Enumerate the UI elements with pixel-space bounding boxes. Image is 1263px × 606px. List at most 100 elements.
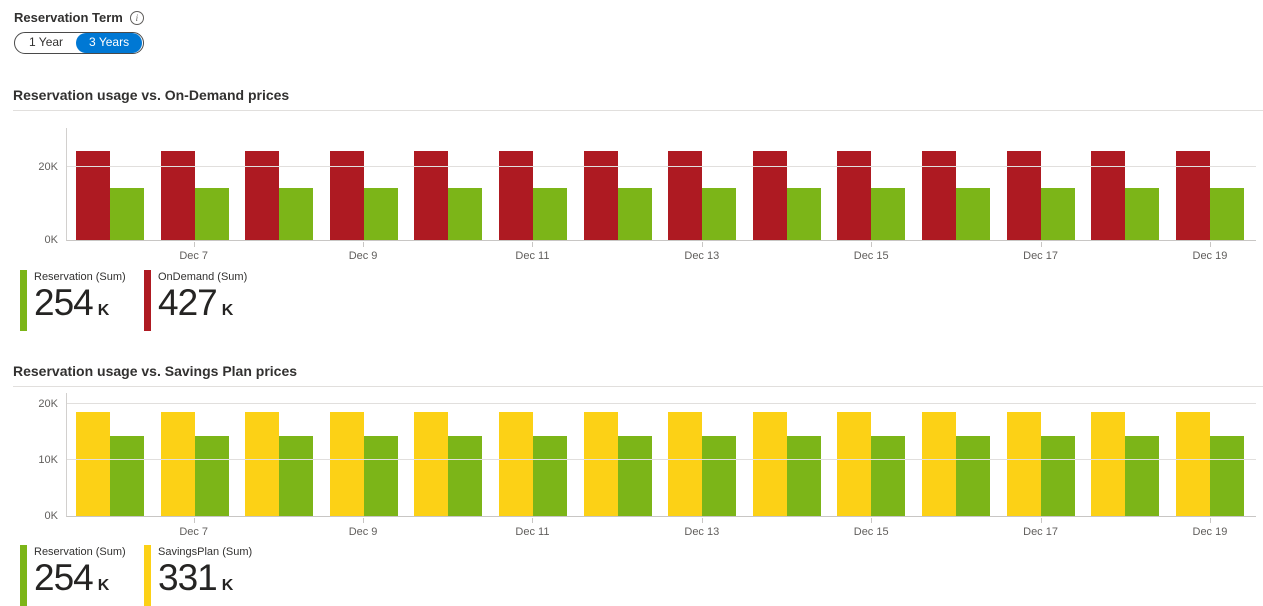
bar-group: [499, 128, 568, 240]
bar-reservation[interactable]: [1040, 436, 1075, 516]
bar-reservation[interactable]: [956, 187, 991, 240]
legend-unit: K: [97, 577, 110, 594]
bar-group: [1006, 128, 1075, 240]
bar-ondemand[interactable]: [583, 150, 618, 240]
bar-reservation[interactable]: [110, 187, 144, 240]
x-axis-label: Dec 13: [668, 242, 736, 262]
bar-savingsplan[interactable]: [499, 412, 534, 516]
bar-group: [245, 128, 314, 240]
toggle-option-1-year[interactable]: 1 Year: [29, 35, 64, 49]
bar-reservation[interactable]: [1209, 187, 1244, 240]
bar-group: [1091, 128, 1160, 240]
bar-reservation[interactable]: [448, 187, 483, 240]
bar-group: [499, 393, 568, 516]
bar-reservation[interactable]: [702, 436, 737, 516]
bar-savingsplan[interactable]: [245, 412, 280, 516]
bar-reservation[interactable]: [279, 436, 314, 516]
legend-swatch: [144, 545, 151, 606]
x-axis-tick: [701, 518, 703, 523]
bar-reservation[interactable]: [1125, 187, 1160, 240]
bar-savingsplan[interactable]: [1006, 412, 1041, 516]
bar-savingsplan[interactable]: [837, 412, 872, 516]
bar-ondemand[interactable]: [752, 150, 787, 240]
bar-reservation[interactable]: [1040, 187, 1075, 240]
bar-reservation[interactable]: [871, 187, 906, 240]
bar-savingsplan[interactable]: [668, 412, 703, 516]
bar-savingsplan[interactable]: [583, 412, 618, 516]
bar-reservation[interactable]: [194, 436, 229, 516]
bar-reservation[interactable]: [956, 436, 991, 516]
bar-reservation[interactable]: [702, 187, 737, 240]
bar-savingsplan[interactable]: [1175, 412, 1210, 516]
x-axis-tick: [701, 242, 703, 247]
bar-reservation[interactable]: [363, 187, 398, 240]
legend-label: SavingsPlan (Sum): [158, 546, 253, 558]
bar-group: [329, 393, 398, 516]
bar-ondemand[interactable]: [1091, 150, 1126, 240]
x-axis-label: Dec 11: [498, 518, 566, 538]
x-axis-label: [244, 242, 312, 262]
bar-savingsplan[interactable]: [922, 412, 957, 516]
x-axis-label: [414, 518, 482, 538]
x-axis-tick: [193, 242, 195, 247]
bar-reservation[interactable]: [194, 187, 229, 240]
bar-group: [922, 128, 991, 240]
bar-group: [414, 393, 483, 516]
bar-ondemand[interactable]: [160, 150, 195, 240]
y-axis-label: 20K: [38, 160, 58, 173]
reservation-term-toggle[interactable]: 1 Year 3 Years: [14, 32, 145, 54]
bar-reservation[interactable]: [533, 187, 568, 240]
bar-ondemand[interactable]: [76, 150, 110, 240]
bar-savingsplan[interactable]: [160, 412, 195, 516]
bar-savingsplan[interactable]: [76, 412, 110, 516]
bar-reservation[interactable]: [1209, 436, 1244, 516]
bar-savingsplan[interactable]: [752, 412, 787, 516]
bar-ondemand[interactable]: [1006, 150, 1041, 240]
bar-savingsplan[interactable]: [1091, 412, 1126, 516]
x-axis-label: Dec 19: [1176, 518, 1244, 538]
bar-group: [76, 128, 144, 240]
bar-reservation[interactable]: [533, 436, 568, 516]
x-axis: Dec 7 Dec 9 Dec 11 Dec 13 Dec 15 Dec 17 Dec 19: [66, 518, 1256, 538]
bar-ondemand[interactable]: [668, 150, 703, 240]
x-axis-tick: [193, 518, 195, 523]
info-icon[interactable]: i: [129, 10, 144, 25]
x-axis-label: Dec 9: [329, 242, 397, 262]
x-axis-tick: [532, 242, 534, 247]
x-axis-label: Dec 11: [498, 242, 566, 262]
bar-savingsplan[interactable]: [414, 412, 449, 516]
toggle-option-3-years[interactable]: 3 Years: [76, 33, 143, 53]
x-axis-label: Dec 19: [1176, 242, 1244, 262]
y-axis-label: 10K: [38, 454, 58, 467]
legend-unit: K: [221, 302, 234, 319]
legend-label: Reservation (Sum): [34, 546, 126, 558]
bar-reservation[interactable]: [279, 187, 314, 240]
bar-savingsplan[interactable]: [329, 412, 364, 516]
bar-reservation[interactable]: [871, 436, 906, 516]
gridline: [67, 459, 1256, 461]
bar-ondemand[interactable]: [414, 150, 449, 240]
legend-label: OnDemand (Sum): [158, 271, 248, 283]
legend-item: SavingsPlan (Sum) 331 K: [144, 545, 268, 606]
bar-ondemand[interactable]: [837, 150, 872, 240]
x-axis-tick: [532, 518, 534, 523]
bar-ondemand[interactable]: [499, 150, 534, 240]
bar-ondemand[interactable]: [245, 150, 280, 240]
bar-reservation[interactable]: [617, 436, 652, 516]
bar-ondemand[interactable]: [922, 150, 957, 240]
bar-ondemand[interactable]: [1175, 150, 1210, 240]
bar-reservation[interactable]: [786, 187, 821, 240]
bar-reservation[interactable]: [1125, 436, 1160, 516]
bar-group: [160, 393, 229, 516]
bar-ondemand[interactable]: [329, 150, 364, 240]
x-axis-tick: [1209, 242, 1211, 247]
bar-reservation[interactable]: [363, 436, 398, 516]
bar-reservation[interactable]: [617, 187, 652, 240]
bar-reservation[interactable]: [786, 436, 821, 516]
bar-reservation[interactable]: [110, 436, 144, 516]
bar-group: [583, 393, 652, 516]
chart-legend: Reservation (Sum) 254 K OnDemand (Sum) 427 K: [20, 270, 268, 331]
chart-title: Reservation usage vs. On-Demand prices: [13, 87, 290, 103]
bar-reservation[interactable]: [448, 436, 483, 516]
x-axis-label: [753, 518, 821, 538]
